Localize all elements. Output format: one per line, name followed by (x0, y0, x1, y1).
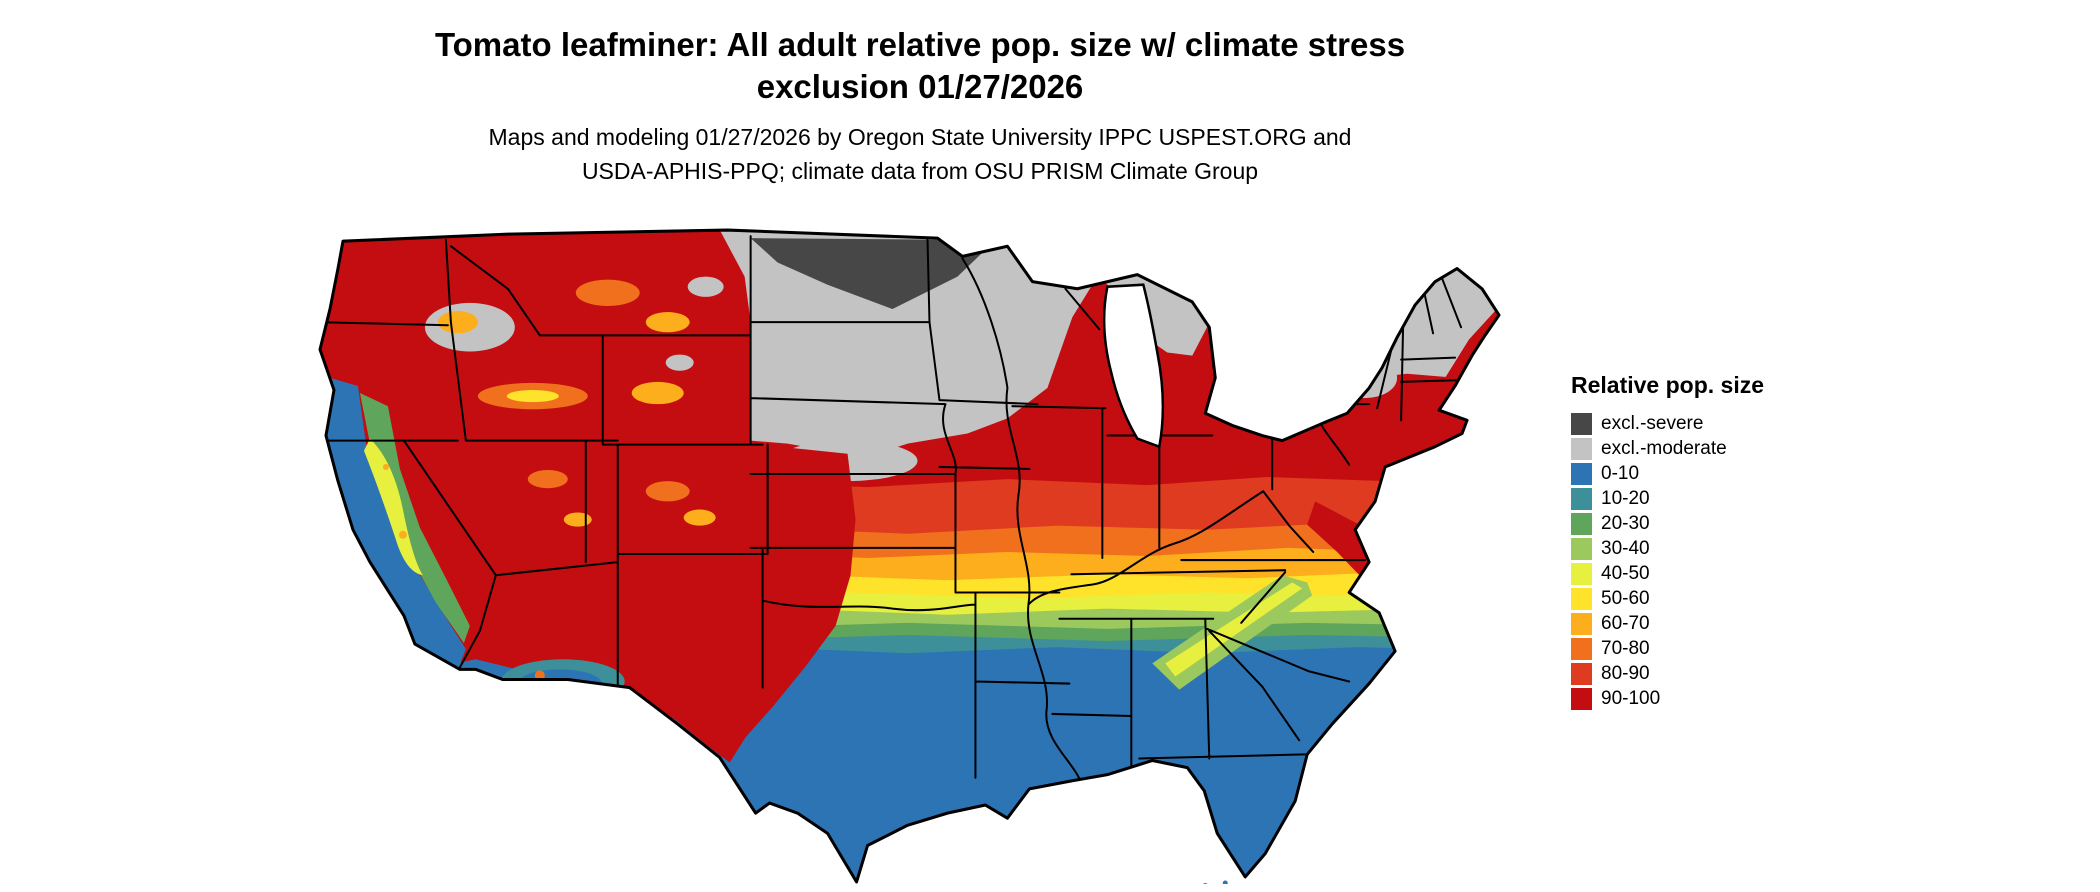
map-title-line2: exclusion 01/27/2026 (756, 68, 1084, 105)
legend-swatch-80-90 (1571, 662, 1592, 685)
phoenix-orange-spot (534, 670, 545, 681)
choropleth-layers (319, 230, 1500, 882)
legend-label: 60-70 (1601, 612, 1650, 634)
legend-label: 0-10 (1601, 462, 1640, 484)
excl-severe-region (750, 238, 996, 310)
us-map (308, 226, 1527, 891)
colorado-orange-patch-2 (683, 509, 716, 526)
legend-item: 40-50 (1571, 561, 1851, 586)
legend-item: 60-70 (1571, 611, 1851, 636)
montana-orange-patch-1 (575, 279, 640, 306)
legend-swatch-excl.-severe (1571, 412, 1592, 435)
legend: Relative pop. size excl.-severe excl.-mod… (1571, 372, 1851, 711)
wyoming-gray-patch (665, 354, 694, 371)
band-0-10 (319, 647, 1500, 882)
map-subtitle: Maps and modeling 01/27/2026 by Oregon S… (300, 120, 1540, 188)
montana-gray-patch (687, 276, 724, 297)
legend-item: 0-10 (1571, 461, 1851, 486)
legend-label: 30-40 (1601, 537, 1650, 559)
legend-label: 40-50 (1601, 562, 1650, 584)
columbia-basin-orange-patch (437, 311, 478, 334)
us-outline (318, 228, 1501, 884)
legend-item: excl.-moderate (1571, 436, 1851, 461)
wyoming-orange-patch (631, 381, 684, 405)
legend-label: 10-20 (1601, 487, 1650, 509)
maine-coast-red-strip (1445, 311, 1500, 384)
legend-items: excl.-severe excl.-moderate 0-10 10-20 20-30… (1571, 411, 1851, 711)
legend-swatch-20-30 (1571, 512, 1592, 535)
legend-swatch-60-70 (1571, 612, 1592, 635)
legend-item: 50-60 (1571, 586, 1851, 611)
legend-label: 70-80 (1601, 637, 1650, 659)
delmarva-red-region (1307, 501, 1386, 586)
legend-title: Relative pop. size (1571, 372, 1765, 398)
nevada-orange-patch (527, 469, 568, 489)
legend-label: 50-60 (1601, 587, 1650, 609)
montana-orange-patch-2 (645, 312, 690, 333)
lake-michigan (1102, 283, 1165, 449)
legend-swatch-90-100 (1571, 687, 1592, 710)
snake-plain-yellow-patch (506, 389, 559, 403)
legend-item: 90-100 (1571, 686, 1851, 711)
state-borders (319, 235, 1471, 780)
appalachian-yellow-strip (1165, 582, 1303, 677)
legend-item: 20-30 (1571, 511, 1851, 536)
legend-swatch-30-40 (1571, 537, 1592, 560)
utah-orange-patch (563, 512, 592, 527)
us-map-svg (318, 228, 1501, 891)
central-valley-orange-spot-2 (382, 463, 389, 470)
map-subtitle-line1: Maps and modeling 01/27/2026 by Oregon S… (488, 124, 1352, 150)
legend-swatch-excl.-moderate (1571, 437, 1592, 460)
legend-item: 80-90 (1571, 661, 1851, 686)
legend-label: 20-30 (1601, 512, 1650, 534)
central-valley-orange-spot-1 (398, 530, 407, 539)
florida-keys-dot-1 (1202, 882, 1209, 890)
legend-swatch-0-10 (1571, 462, 1592, 485)
legend-label: excl.-severe (1601, 412, 1704, 434)
colorado-orange-patch-1 (645, 481, 690, 502)
map-title: Tomato leafminer: All adult relative pop… (300, 24, 1540, 108)
legend-item: 30-40 (1571, 536, 1851, 561)
legend-swatch-40-50 (1571, 562, 1592, 585)
legend-item: 10-20 (1571, 486, 1851, 511)
legend-item: 70-80 (1571, 636, 1851, 661)
legend-label: 80-90 (1601, 662, 1650, 684)
map-title-line1: Tomato leafminer: All adult relative pop… (434, 26, 1406, 63)
map-subtitle-line2: USDA-APHIS-PPQ; climate data from OSU PR… (581, 158, 1259, 184)
florida-keys-dot-2 (1222, 880, 1228, 886)
central-valley-yellow-region (363, 438, 423, 576)
arizona-teal-region (500, 659, 625, 704)
legend-swatch-10-20 (1571, 487, 1592, 510)
california-coast-blue-region (321, 377, 466, 670)
legend-item: excl.-severe (1571, 411, 1851, 436)
legend-swatch-70-80 (1571, 637, 1592, 660)
legend-label: 90-100 (1601, 687, 1661, 709)
legend-label: excl.-moderate (1601, 437, 1727, 459)
legend-swatch-50-60 (1571, 587, 1592, 610)
california-green-region (359, 393, 470, 644)
